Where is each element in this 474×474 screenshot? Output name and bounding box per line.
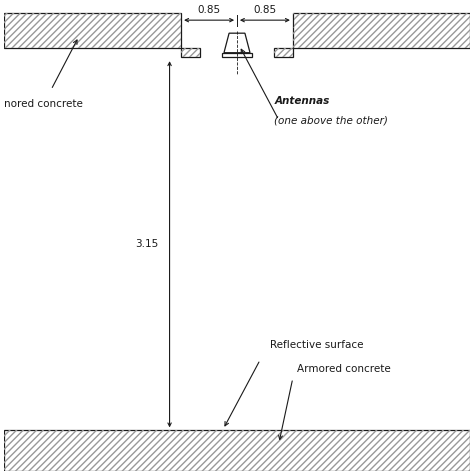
Bar [293,13,470,48]
Bar [274,48,293,57]
Text: Antennas: Antennas [274,96,329,106]
Text: Armored concrete: Armored concrete [298,364,391,374]
Bar [4,430,470,471]
Bar [4,13,181,48]
Bar [181,48,200,57]
Bar [222,53,252,57]
Text: 0.85: 0.85 [198,5,221,15]
Bar [274,48,293,57]
Bar [4,430,470,471]
Bar [293,13,470,48]
Text: Reflective surface: Reflective surface [270,340,363,350]
Polygon shape [224,33,250,53]
Text: 0.85: 0.85 [253,5,276,15]
Text: nored concrete: nored concrete [4,99,83,109]
Text: (one above the other): (one above the other) [274,116,388,126]
Bar [4,13,181,48]
Text: 3.15: 3.15 [135,239,158,249]
Bar [181,48,200,57]
